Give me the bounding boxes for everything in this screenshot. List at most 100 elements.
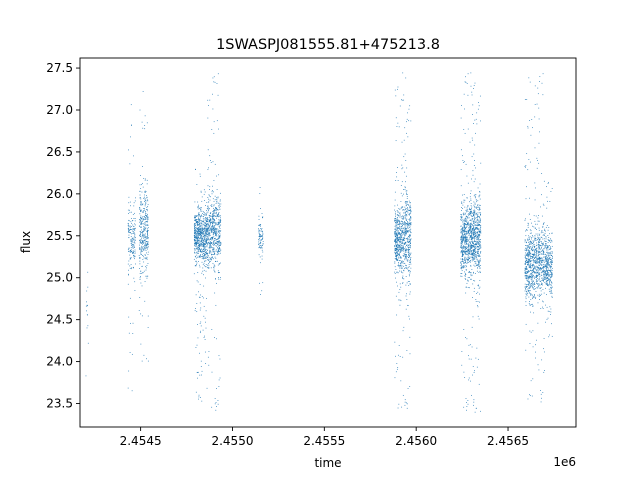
data-point (462, 254, 464, 256)
data-point (206, 255, 208, 257)
data-point (542, 242, 544, 244)
data-point (145, 200, 147, 202)
data-point (528, 259, 530, 261)
data-point (464, 236, 466, 238)
data-point (399, 260, 401, 261)
data-point (211, 226, 213, 228)
data-point (461, 241, 463, 243)
data-point (528, 285, 530, 286)
data-point (207, 264, 208, 266)
data-point (262, 241, 264, 242)
data-point (467, 204, 469, 206)
data-point (211, 230, 212, 232)
data-point (197, 239, 199, 241)
data-point (258, 247, 260, 249)
data-point (529, 276, 531, 277)
data-point (394, 220, 396, 222)
data-point (141, 236, 143, 238)
data-point (199, 255, 200, 257)
data-point (525, 296, 527, 298)
data-point (461, 202, 463, 204)
data-point (401, 232, 403, 233)
data-point (200, 250, 202, 252)
data-point (463, 194, 465, 195)
data-point (398, 126, 400, 128)
data-point (198, 398, 199, 400)
data-point (401, 271, 402, 273)
data-point (532, 280, 534, 282)
data-point (147, 204, 149, 206)
data-point (532, 297, 534, 299)
data-point (397, 228, 399, 229)
data-point (474, 238, 476, 239)
data-point (473, 212, 475, 214)
data-point (525, 271, 527, 272)
data-point (204, 239, 206, 241)
data-point (213, 213, 215, 214)
data-point (209, 239, 210, 241)
data-point (217, 214, 218, 216)
data-point (409, 202, 411, 204)
data-point (534, 266, 536, 267)
data-point (525, 305, 527, 306)
data-point (466, 232, 468, 234)
data-point (219, 278, 221, 280)
data-point (216, 230, 218, 232)
data-point (197, 221, 199, 223)
data-point (139, 239, 140, 241)
data-point (538, 245, 540, 247)
data-point (207, 230, 209, 232)
data-point (471, 229, 473, 231)
data-point (211, 204, 213, 206)
data-point (143, 227, 145, 229)
data-point (199, 352, 200, 354)
data-point (140, 236, 142, 237)
data-point (478, 195, 480, 197)
data-point (477, 215, 478, 217)
data-point (400, 262, 402, 264)
data-point (196, 233, 197, 235)
data-point (147, 220, 149, 222)
data-point (198, 244, 200, 245)
data-point (477, 219, 479, 221)
data-point (141, 285, 143, 287)
data-point (146, 256, 148, 258)
data-point (551, 287, 552, 289)
data-point (198, 256, 200, 258)
data-point (140, 313, 142, 315)
data-point (404, 259, 406, 261)
data-point (208, 262, 209, 264)
data-point (206, 220, 208, 222)
data-point (473, 228, 475, 230)
data-point (475, 194, 477, 196)
data-point (198, 234, 200, 235)
data-point (133, 205, 135, 207)
data-point (143, 240, 145, 242)
data-point (525, 269, 527, 270)
data-point (462, 194, 463, 196)
data-point (461, 201, 463, 203)
data-point (212, 217, 214, 218)
data-point (466, 209, 468, 211)
data-point (219, 220, 221, 222)
data-point (216, 213, 217, 215)
data-point (142, 232, 144, 234)
data-point (406, 249, 407, 251)
data-point (198, 247, 199, 248)
data-point (460, 263, 462, 264)
data-point (132, 214, 134, 215)
data-point (145, 275, 147, 277)
data-point (535, 276, 537, 278)
data-point (527, 240, 529, 242)
data-point (144, 224, 146, 226)
data-point (208, 234, 210, 236)
data-point (258, 244, 260, 246)
data-point (213, 207, 214, 209)
data-point (207, 221, 208, 222)
data-point (210, 259, 212, 261)
data-point (479, 244, 481, 246)
data-point (211, 253, 213, 255)
data-point (470, 235, 472, 237)
data-point (404, 229, 406, 230)
data-point (540, 236, 542, 238)
